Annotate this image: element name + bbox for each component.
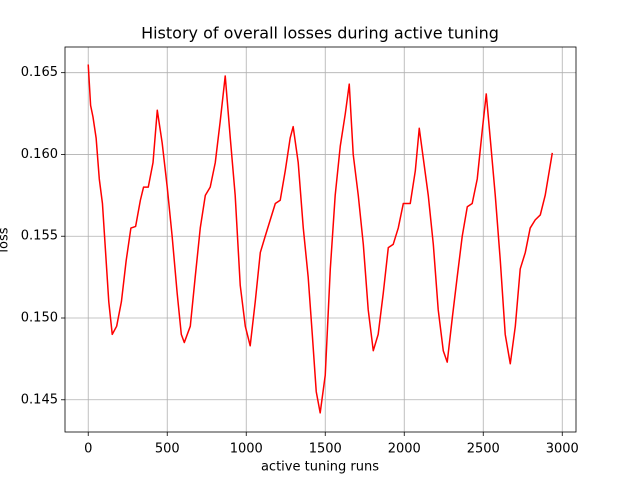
y-tick-label: 0.155 (21, 229, 58, 244)
x-tick-label: 2000 (388, 442, 421, 457)
x-tick-label: 2500 (467, 442, 500, 457)
x-tick-label: 0 (84, 442, 92, 457)
y-tick-label: 0.165 (21, 65, 58, 80)
x-tick-label: 3000 (546, 442, 579, 457)
chart-title: History of overall losses during active … (141, 24, 499, 43)
y-tick-label: 0.160 (21, 147, 58, 162)
x-tick-label: 500 (155, 442, 180, 457)
y-tick-label: 0.150 (21, 311, 58, 326)
y-tick-label: 0.145 (21, 392, 58, 407)
x-axis-label: active tuning runs (261, 460, 379, 475)
data-line (87, 64, 554, 414)
x-tick-label: 1000 (230, 442, 263, 457)
x-tick-label: 1500 (309, 442, 342, 457)
plot-frame (64, 46, 577, 433)
y-axis-label: loss (0, 227, 12, 252)
